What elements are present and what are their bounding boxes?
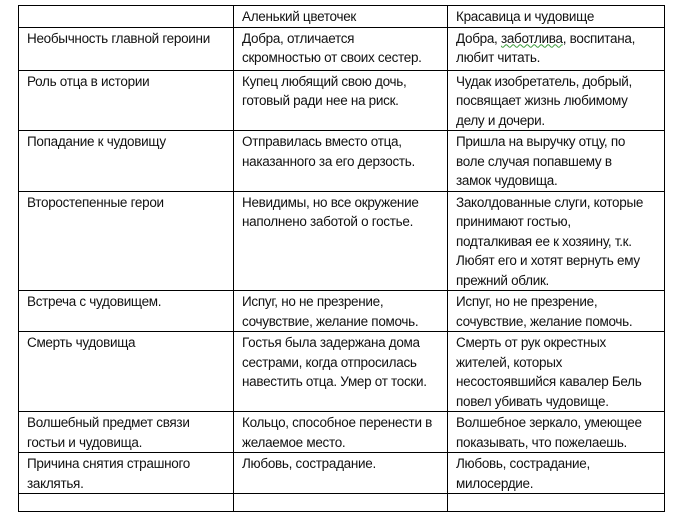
spellcheck-mark: заботлива — [500, 30, 563, 46]
scarlet-flower-cell: Гостья была задержана дома сестрами, когд… — [233, 331, 448, 412]
cell-line: Смерть чудовища — [27, 335, 136, 350]
cell-line: Любят его и хотят вернуть ему — [456, 253, 640, 268]
table-row: Причина снятия страшного заклятья. Любовь,… — [18, 452, 665, 494]
cell-line: жителей, которых — [456, 354, 563, 370]
cell-line: скромностью от своих сестер. — [242, 50, 422, 65]
scarlet-flower-cell: Добра, отличается скромностью от своих се… — [233, 26, 448, 71]
table-row: Смерть чудовища Гостья была задержана дом… — [18, 331, 665, 412]
cell-line: Невидимы, но все окружение — [242, 194, 419, 210]
row-label-cell: Второстепенные герои — [18, 190, 234, 291]
scarlet-flower-cell: Любовь, сострадание. — [233, 452, 448, 494]
table-row: Попадание к чудовищу Отправилась вместо о… — [18, 130, 665, 192]
cell-line: готовый ради нее на риск. — [242, 93, 399, 108]
cell-line: Попадание к чудовищу — [27, 134, 166, 149]
cell-line: Купец любящий свою дочь, — [242, 73, 407, 89]
cell-line: подталкивая ее к хозяину, т.к. — [456, 233, 632, 249]
scarlet-flower-cell: Кольцо, способное перенести в желаемое ме… — [233, 411, 448, 453]
cell-line: желаемое место. — [242, 434, 346, 450]
header-cell-beauty-and-beast: Красавица и чудовище — [447, 5, 665, 28]
cell-line: повел убивать чудовище. — [456, 393, 609, 409]
cell-line: Встреча с чудовищем. — [27, 294, 162, 309]
beauty-beast-cell: Заколдованные слуги, которые принимают го… — [447, 190, 665, 291]
beauty-beast-cell: Чудак изобретатель, добрый, посвящает жиз… — [447, 69, 665, 131]
cell-line: Испуг, но не презрение, — [242, 294, 384, 309]
scarlet-flower-cell: Испуг, но не презрение, сочувствие, желан… — [233, 290, 448, 332]
row-label-cell: Необычность главной героини — [18, 26, 234, 71]
table-row: Роль отца в истории Купец любящий свою до… — [18, 69, 665, 131]
header-cell-empty — [18, 5, 234, 28]
cell-line: Заколдованные слуги, которые — [456, 194, 644, 210]
cell-line: Отправилась вместо отца, — [242, 134, 402, 149]
beauty-beast-cell: Волшебное зеркало, умеющее показывать, чт… — [447, 411, 665, 453]
table-row: Необычность главной героини Добра, отлича… — [18, 26, 665, 71]
cell-line: Волшебный предмет связи — [27, 415, 190, 430]
cell-line: Второстепенные герои — [27, 194, 164, 210]
beauty-beast-cell: Пришла на выручку отцу, по воле случая по… — [447, 130, 665, 192]
cell-line: воле случая попавшему в — [456, 153, 612, 169]
row-label-cell: Причина снятия страшного заклятья. — [18, 452, 234, 494]
cell-line: посвящает жизнь любимому — [456, 93, 628, 108]
row-label-cell: Попадание к чудовищу — [18, 130, 234, 192]
scarlet-flower-cell: Отправилась вместо отца, наказанного за е… — [233, 130, 448, 192]
cell-line: сочувствие, желание помочь. — [456, 313, 633, 329]
cell-line: делу и дочери. — [456, 112, 545, 128]
beauty-beast-cell: Испуг, но не презрение, сочувствие, желан… — [447, 290, 665, 332]
cell-line: Испуг, но не презрение, — [456, 294, 598, 309]
comparison-table: Аленький цветочек Красавица и чудовище Н… — [18, 5, 665, 512]
cell-line: наполнено заботой о гостье. — [242, 214, 414, 229]
table-row — [18, 493, 665, 512]
cell-line: Любовь, сострадание. — [242, 456, 376, 471]
header-row: Аленький цветочек Красавица и чудовище — [18, 5, 665, 28]
row-label-cell: Смерть чудовища — [18, 331, 234, 412]
cell-line: Добра, отличается — [242, 30, 355, 46]
cell-line: Добра, заботлива, воспитана, — [456, 30, 636, 46]
beauty-beast-cell: Любовь, сострадание, милосердие. — [447, 452, 665, 494]
cell-line: навестить отца. Умер от тоски. — [242, 374, 427, 389]
cell-line: Необычность главной героини — [27, 30, 210, 46]
scarlet-flower-cell: Купец любящий свою дочь, готовый ради нее… — [233, 69, 448, 131]
scarlet-flower-cell: Невидимы, но все окружение наполнено забо… — [233, 190, 448, 291]
cell-line: Роль отца в истории — [27, 73, 150, 89]
cell-line: сочувствие, желание помочь. — [242, 313, 419, 329]
beauty-beast-cell — [447, 493, 665, 512]
cell-line: Любовь, сострадание, — [456, 456, 590, 471]
cell-line: Причина снятия страшного — [27, 456, 191, 471]
table-row: Второстепенные герои Невидимы, но все окр… — [18, 190, 665, 291]
beauty-beast-cell: Добра, заботлива, воспитана, любит читать… — [447, 26, 665, 71]
cell-line: несостоявшийся кавалер Бель — [456, 374, 642, 389]
table-row: Встреча с чудовищем. Испуг, но не презрен… — [18, 290, 665, 332]
cell-line: принимают гостью, — [456, 214, 571, 229]
beauty-beast-cell: Смерть от рук окрестных жителей, которых н… — [447, 331, 665, 412]
header-cell-scarlet-flower: Аленький цветочек — [233, 5, 448, 28]
row-label-cell: Встреча с чудовищем. — [18, 290, 234, 332]
cell-line: Смерть от рук окрестных — [456, 335, 606, 350]
cell-line: Пришла на выручку отцу, по — [456, 134, 626, 149]
cell-line: заклятья. — [27, 475, 84, 491]
cell-line: любит читать. — [456, 50, 541, 65]
cell-line: Гостья была задержана дома — [242, 335, 420, 350]
scarlet-flower-cell — [233, 493, 448, 512]
cell-line: Кольцо, способное перенести в — [242, 415, 433, 430]
table-row: Волшебный предмет связи гостьи и чудовища… — [18, 411, 665, 453]
row-label-cell: Роль отца в истории — [18, 69, 234, 131]
row-label-cell — [18, 493, 234, 512]
cell-line: наказанного за его дерзость. — [242, 153, 415, 169]
cell-line: замок чудовища. — [456, 173, 558, 188]
row-label-cell: Волшебный предмет связи гостьи и чудовища… — [18, 411, 234, 453]
cell-line: Волшебное зеркало, умеющее — [456, 415, 642, 430]
cell-line: Чудак изобретатель, добрый, — [456, 73, 632, 89]
cell-line: сестрами, когда отпросилась — [242, 354, 417, 370]
cell-line: показывать, что пожелаешь. — [456, 434, 628, 450]
cell-line: гостьи и чудовища. — [27, 434, 143, 450]
cell-line: милосердие. — [456, 475, 534, 491]
cell-line: прежний облик. — [456, 272, 550, 288]
